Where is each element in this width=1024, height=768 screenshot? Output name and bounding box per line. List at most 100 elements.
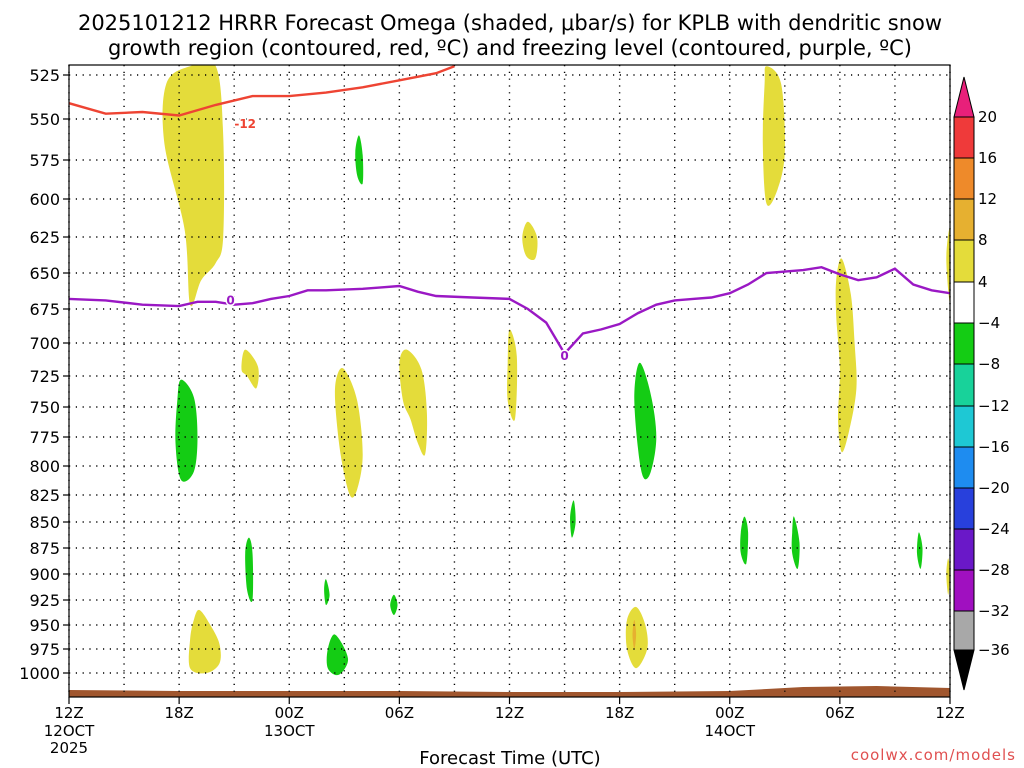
y-tick-label-550: 550 (29, 110, 60, 129)
x-date-label-6: 14OCT (704, 722, 755, 740)
x-tick-label-3: 06Z (385, 704, 414, 722)
colorbar-bin-10 (953, 528, 975, 571)
omega-region-41 (916, 532, 923, 569)
colorbar-bin-12 (953, 610, 975, 651)
colorbar-label-0: 20 (978, 108, 997, 126)
colorbar-label-1: 16 (978, 149, 997, 167)
x-tick-label-8: 12Z (935, 704, 964, 722)
colorbar: 20 16 12 8 4 −4 −8 −12 −16 −20 −24 −28 −32 −36 (953, 76, 1010, 691)
x-date-label-2: 13OCT (264, 722, 315, 740)
surface-terrain (69, 686, 950, 697)
x-tick-label-0: 12Z (54, 704, 83, 722)
y-axis: 525 550 575 600 625 650 675 700 725 750 775 800 825 8… (19, 66, 69, 683)
y-tick-label-850: 850 (29, 513, 60, 532)
omega-region-30 (634, 362, 657, 480)
x-year-label: 2025 (50, 739, 88, 757)
omega-region-34 (652, 561, 662, 631)
y-tick-label-725: 725 (29, 367, 60, 386)
omega-region-27 (570, 500, 576, 538)
colorbar-bin-6 (953, 363, 975, 407)
surface-band (69, 686, 950, 697)
x-tick-label-1: 18Z (164, 704, 193, 722)
omega-region-8 (762, 66, 785, 206)
omega-region-10 (946, 228, 950, 302)
omega-region-0 (162, 65, 225, 307)
colorbar-label-9: −20 (978, 479, 1010, 497)
omega-region-13 (245, 537, 254, 603)
omega-region-2 (248, 132, 255, 187)
y-tick-label-875: 875 (29, 539, 60, 558)
omega-region-16 (256, 510, 308, 686)
y-tick-label-575: 575 (29, 151, 60, 170)
x-tick-label-2: 00Z (275, 704, 304, 722)
chart-title-line-2: growth region (contoured, red, ºC) and f… (108, 36, 912, 60)
omega-region-38 (835, 258, 857, 453)
colorbar-bin-5 (953, 322, 975, 365)
colorbar-label-3: 8 (978, 231, 988, 249)
contour-line-0 (69, 65, 455, 117)
y-tick-label-700: 700 (29, 334, 60, 353)
omega-region-9 (913, 229, 923, 299)
omega-region-19 (326, 634, 349, 676)
omega-region-37 (791, 516, 800, 569)
y-tick-label-675: 675 (29, 300, 60, 319)
colorbar-bin-2 (953, 198, 975, 241)
colorbar-bin-11 (953, 569, 975, 612)
y-tick-label-975: 975 (29, 640, 60, 659)
omega-region-5 (525, 65, 544, 128)
y-tick-label-600: 600 (29, 190, 60, 209)
x-tick-label-5: 18Z (605, 704, 634, 722)
omega-region-22 (376, 553, 424, 650)
colorbar-label-13: −36 (978, 641, 1010, 659)
colorbar-bin-9 (953, 487, 975, 530)
y-tick-label-950: 950 (29, 616, 60, 635)
chart-title-line-1: 2025101212 HRRR Forecast Omega (shaded, … (78, 11, 942, 35)
omega-region-3 (341, 65, 426, 277)
colorbar-bin-0 (953, 116, 975, 159)
colorbar-bottom-arrow (953, 649, 975, 691)
omega-region-6 (737, 143, 743, 200)
colorbar-bin-8 (953, 446, 975, 489)
y-tick-label-750: 750 (29, 398, 60, 417)
colorbar-top-arrow (953, 76, 975, 118)
colorbar-bin-1 (953, 157, 975, 200)
omega-region-20 (334, 367, 363, 498)
omega-region-28 (579, 454, 613, 559)
omega-region-31 (663, 409, 675, 509)
y-tick-label-825: 825 (29, 486, 60, 505)
omega-region-11 (114, 335, 261, 659)
colorbar-label-11: −28 (978, 561, 1010, 579)
omega-region-12 (175, 379, 198, 482)
colorbar-label-2: 12 (978, 190, 997, 208)
y-tick-label-925: 925 (29, 591, 60, 610)
x-axis-title: Forecast Time (UTC) (419, 748, 600, 768)
omega-region-15 (188, 609, 221, 674)
y-tick-label-800: 800 (29, 457, 60, 476)
omega-region-7 (522, 221, 538, 261)
x-tick-label-6: 00Z (715, 704, 744, 722)
y-tick-label-650: 650 (29, 264, 60, 283)
colorbar-label-12: −32 (978, 602, 1010, 620)
omega-region-1 (116, 65, 132, 242)
y-tick-label-775: 775 (29, 428, 60, 447)
x-date-label-0: 12OCT (44, 722, 95, 740)
omega-region-24 (507, 329, 518, 421)
omega-region-35 (727, 461, 824, 601)
omega-region-42 (946, 558, 950, 595)
omega-region-25 (503, 486, 516, 554)
omega-shading (114, 65, 950, 686)
colorbar-label-6: −8 (978, 355, 1000, 373)
colorbar-bin-7 (953, 405, 975, 448)
colorbar-label-10: −24 (978, 520, 1010, 538)
contour-line-1 (69, 265, 950, 356)
omega-region-32 (625, 606, 648, 669)
omega-region-39 (824, 391, 831, 450)
colorbar-label-4: 4 (978, 273, 988, 291)
colorbar-label-7: −12 (978, 397, 1010, 415)
colorbar-label-5: −4 (978, 314, 1000, 332)
colorbar-bin-4 (953, 281, 975, 324)
y-tick-label-525: 525 (29, 66, 60, 85)
omega-region-43 (756, 650, 782, 675)
